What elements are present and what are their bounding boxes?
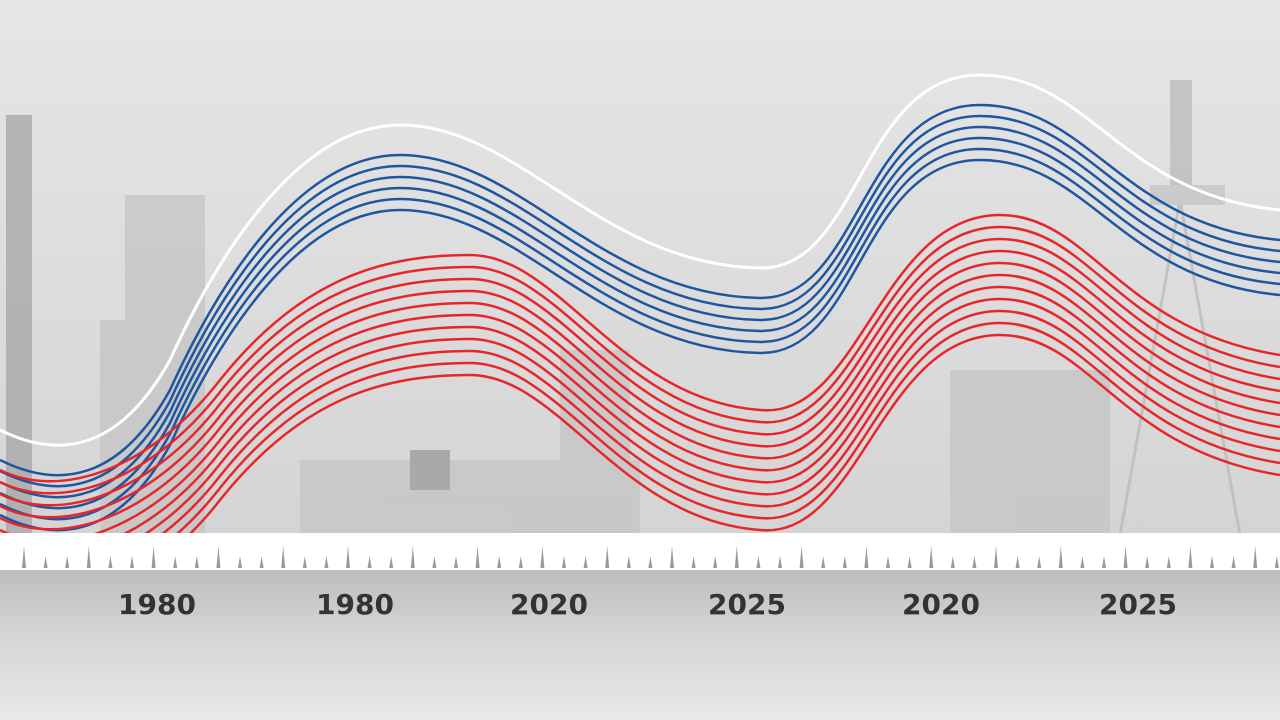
ruler-tick: [497, 556, 502, 568]
timeline-label: 1980: [118, 588, 196, 621]
ruler-tick: [22, 546, 26, 568]
ruler-tick: [540, 546, 545, 568]
ruler-tick: [799, 546, 804, 568]
timeline-label: 2025: [708, 588, 786, 621]
blue-wave: [0, 136, 1280, 510]
ruler-tick: [216, 546, 221, 568]
ruler-tick: [670, 546, 674, 568]
outline-wave: [0, 73, 1280, 447]
red-wave: [0, 237, 1280, 507]
ruler-tick: [432, 556, 437, 568]
ruler: [0, 533, 1280, 570]
ruler-tick: [994, 546, 998, 568]
ruler-tick: [367, 556, 372, 568]
red-wave: [161, 309, 1280, 533]
ruler-tick: [65, 556, 70, 568]
ruler-tick: [929, 546, 934, 568]
timeline-label: 2020: [902, 588, 980, 621]
ruler-tick: [1188, 546, 1193, 568]
ruler-tick: [86, 546, 91, 568]
ruler-tick: [1210, 556, 1214, 568]
ruler-tick: [950, 556, 955, 568]
timeline-label: 2020: [510, 588, 588, 621]
timeline-label: 1980: [316, 588, 394, 621]
ruler-tick: [238, 556, 242, 568]
red-wave: [0, 261, 1280, 531]
ruler-tick: [518, 556, 523, 568]
red-wave: [0, 213, 1280, 483]
ruler-tick: [648, 556, 653, 568]
ruler-tick: [626, 556, 631, 568]
blue-wave: [0, 114, 1280, 488]
ruler-tick: [886, 556, 890, 568]
ruler-tick: [173, 556, 178, 568]
ruler-tick: [43, 556, 48, 568]
ruler-tick: [1037, 556, 1042, 568]
ruler-tick: [605, 546, 610, 568]
red-wave: [0, 225, 1280, 495]
ruler-tick: [1274, 556, 1279, 568]
ruler-tick: [281, 546, 286, 568]
ruler-tick: [713, 556, 718, 568]
wave-lines: [0, 73, 1280, 533]
ruler-tick: [194, 556, 199, 568]
blue-wave: [0, 147, 1280, 521]
ruler-tick: [1145, 556, 1150, 568]
ruler-tick: [1015, 556, 1020, 568]
ruler-tick: [151, 546, 156, 568]
blue-wave: [0, 125, 1280, 499]
ruler-tick: [302, 556, 307, 568]
blue-wave: [0, 103, 1280, 477]
ruler-tick: [410, 546, 415, 568]
ruler-tick: [842, 556, 847, 568]
factory-silhouette: [6, 80, 1242, 537]
ruler-tick: [324, 556, 329, 568]
ruler-tick: [1080, 556, 1085, 568]
ruler-tick: [778, 556, 782, 568]
ruler-tick: [734, 546, 739, 568]
ruler-tick: [108, 556, 113, 568]
ruler-tick: [130, 556, 134, 568]
ruler-tick: [907, 556, 912, 568]
ruler-tick: [454, 556, 458, 568]
ruler-tick: [821, 556, 826, 568]
ruler-tick: [475, 546, 480, 568]
ruler-tick: [1058, 546, 1063, 568]
red-wave: [175, 321, 1280, 533]
ruler-tick: [1123, 546, 1128, 568]
red-wave: [0, 249, 1280, 519]
ruler-tick: [1166, 556, 1171, 568]
ruler-tick: [259, 556, 264, 568]
ruler-tick: [562, 556, 566, 568]
ruler-tick: [389, 556, 394, 568]
red-wave: [0, 273, 1280, 533]
red-wave: [123, 285, 1280, 533]
ruler-tick: [864, 546, 869, 568]
red-wave: [188, 333, 1280, 533]
ruler-tick: [972, 556, 977, 568]
timeline-label: 2025: [1099, 588, 1177, 621]
label-band: [0, 570, 1280, 720]
ruler-tick: [346, 546, 350, 568]
ruler-tick: [1102, 556, 1106, 568]
red-wave: [144, 297, 1280, 533]
ruler-tick: [1253, 546, 1258, 568]
ruler-tick: [756, 556, 761, 568]
ruler-ticks: [22, 546, 1279, 568]
timeline-labels: 1980 1980 2020 2025 2020 2025: [118, 588, 1177, 621]
ruler-tick: [1231, 556, 1236, 568]
ruler-tick: [691, 556, 696, 568]
ruler-tick: [583, 556, 588, 568]
